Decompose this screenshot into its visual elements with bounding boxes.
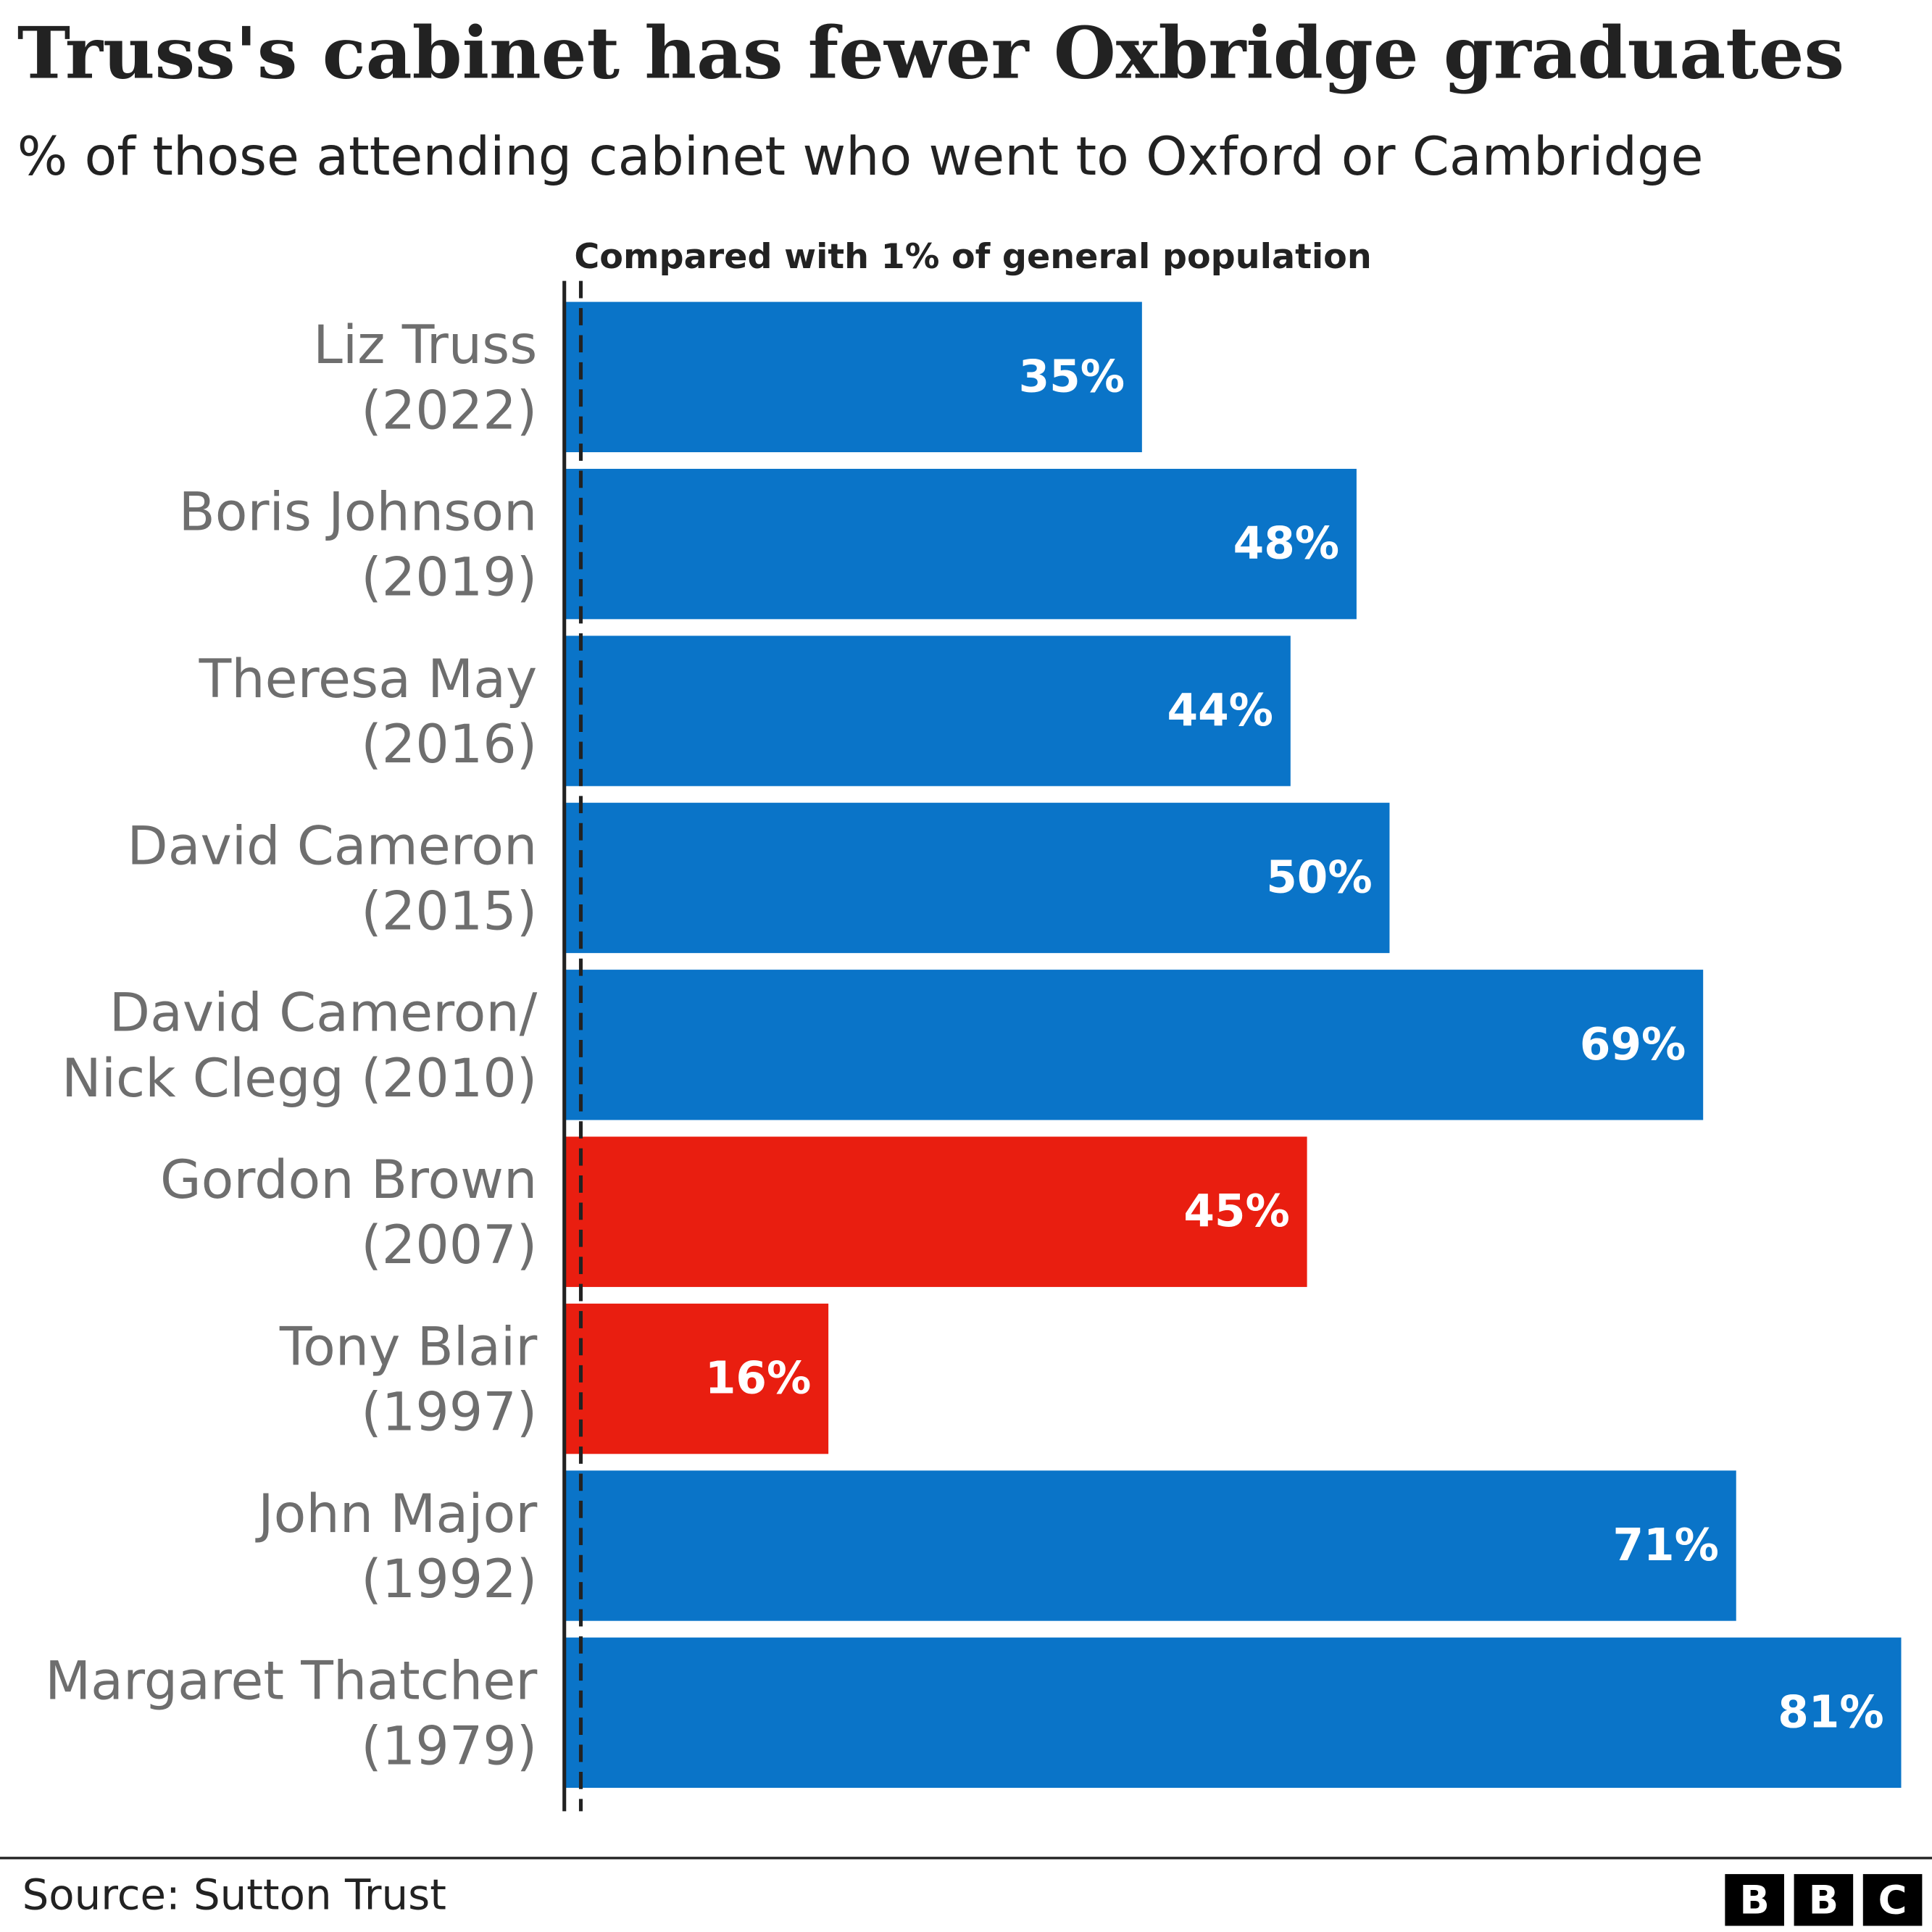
category-label: (1997) [361,1382,537,1444]
bar [564,468,1357,620]
bar [564,802,1390,954]
chart-title: Truss's cabinet has fewer Oxbridge gradu… [17,12,1844,96]
logo-box [1794,1874,1854,1926]
bar [564,1303,829,1454]
bar [564,1470,1736,1621]
value-label: 81% [1778,1686,1883,1738]
category-label: Gordon Brown [160,1149,537,1211]
category-label: (2022) [361,380,537,441]
category-label: (1992) [361,1549,537,1610]
category-label: (1979) [361,1715,537,1777]
value-label: 50% [1266,852,1372,903]
value-label: 44% [1167,685,1273,736]
logo-box [1725,1874,1784,1926]
chart-subtitle: % of those attending cabinet who went to… [17,126,1704,188]
category-label: Boris Johnson [179,482,538,544]
logo-letter: B [1809,1877,1839,1923]
category-label: (2015) [361,880,537,942]
category-label: Margaret Thatcher [45,1650,538,1712]
category-label: Liz Truss [313,315,537,376]
value-label: 71% [1612,1520,1718,1571]
category-label: (2007) [361,1215,537,1276]
value-label: 48% [1233,518,1339,570]
logo-box [1862,1874,1923,1926]
category-label: (2019) [361,547,537,609]
category-label: (2016) [361,714,537,775]
value-label: 45% [1183,1186,1289,1237]
value-label: 35% [1019,351,1125,402]
bar [564,1136,1307,1287]
bar [564,970,1704,1120]
source: Source: Sutton Trust [22,1870,446,1920]
logo-letter: C [1878,1877,1907,1923]
category-label: Tony Blair [279,1316,538,1378]
reference-label: Compared with 1% of general population [574,237,1371,277]
category-label: Theresa May [199,649,538,710]
category-label: David Cameron [127,815,537,877]
bar [564,301,1142,452]
logo-letter: B [1739,1877,1769,1923]
category-label: David Cameron/ [109,983,538,1044]
category-label: John Major [255,1483,538,1545]
value-label: 69% [1580,1019,1686,1070]
value-label: 16% [705,1353,811,1404]
category-label: Nick Clegg (2010) [62,1048,537,1109]
bar [564,636,1291,786]
bar [564,1637,1902,1789]
